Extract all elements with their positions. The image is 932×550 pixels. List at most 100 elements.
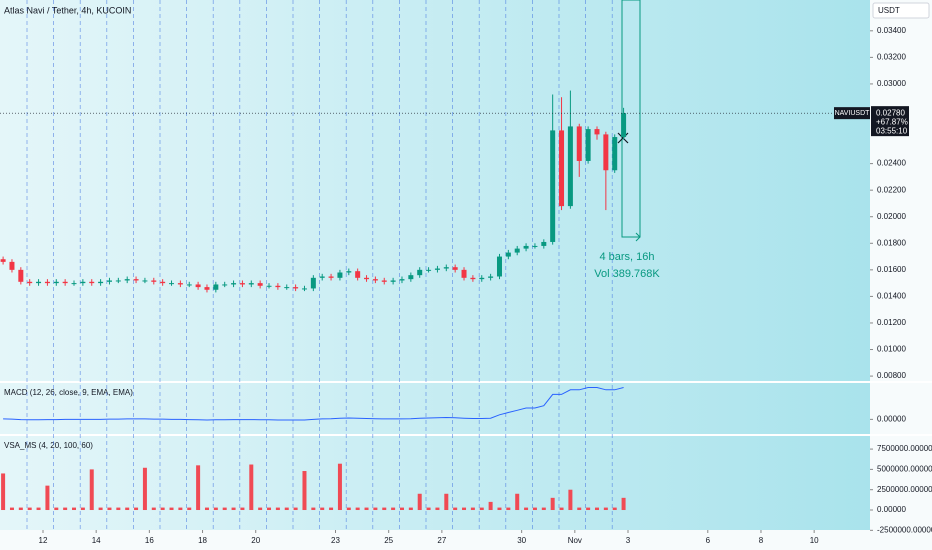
candle-body: [18, 269, 24, 282]
volume-bar: [302, 471, 307, 511]
volume-bar: [249, 464, 254, 511]
x-tick-label: 27: [437, 536, 446, 545]
candle-body: [310, 277, 316, 289]
volume-bar: [417, 493, 422, 511]
volume-bar: [346, 507, 351, 511]
volume-bar: [399, 507, 404, 511]
candle-body: [27, 281, 33, 284]
volume-bar: [355, 507, 360, 511]
volume-bar: [515, 493, 520, 511]
candle-body: [115, 280, 121, 282]
candle-body: [541, 241, 547, 246]
candle-body: [381, 280, 387, 282]
volume-bar: [275, 507, 280, 511]
x-tick-label: Nov: [568, 536, 582, 545]
volume-tick-label: 7500000.00000: [877, 444, 932, 453]
y-tick-label: 0.01000: [877, 345, 906, 354]
x-tick-label: 25: [384, 536, 393, 545]
measure-volume: Vol 389.768K: [594, 268, 660, 280]
volume-bar: [36, 507, 41, 511]
volume-bar: [594, 507, 599, 511]
volume-bar: [320, 507, 325, 511]
x-tick-label: 8: [759, 536, 764, 545]
volume-bar: [231, 507, 236, 511]
volume-bar: [453, 507, 458, 511]
candle-body: [213, 284, 219, 290]
candle-body: [355, 271, 361, 278]
candle-body: [337, 272, 343, 278]
candle-body: [98, 281, 104, 284]
volume-title: VSA_MS (4, 20, 100, 60): [4, 441, 93, 450]
cursor: [617, 132, 629, 144]
volume-bar: [222, 507, 227, 511]
candle-body: [257, 283, 263, 286]
x-tick-label: 10: [810, 536, 819, 545]
volume-bar: [426, 507, 431, 511]
volume-bar: [329, 507, 334, 511]
volume-bar: [80, 507, 85, 511]
candle-body: [284, 287, 290, 289]
candle-body: [106, 280, 112, 282]
candle-body: [80, 281, 86, 284]
y-tick-label: 0.02200: [877, 185, 906, 194]
x-tick-label: 20: [251, 536, 260, 545]
candle-body: [275, 285, 281, 288]
volume-bar: [462, 507, 467, 511]
x-tick-label: 6: [706, 536, 711, 545]
candle-body: [550, 130, 556, 242]
volume-tick-label: 0.00000: [877, 505, 906, 514]
candle-body: [160, 281, 166, 284]
volume-bar: [72, 507, 77, 511]
volume-bar: [311, 507, 316, 511]
symbol-label: NAVIUSDT: [835, 110, 871, 117]
candle-body: [470, 277, 476, 280]
volume-bar: [284, 507, 289, 511]
candle-body: [576, 126, 582, 161]
candle-body: [231, 283, 237, 285]
candle-body: [514, 248, 520, 253]
volume-bar: [612, 507, 617, 511]
symbol-box: [834, 107, 870, 120]
volume-bar: [240, 507, 245, 511]
candle-body: [479, 277, 485, 280]
volume-bar: [568, 489, 573, 511]
candle-body: [559, 130, 565, 207]
volume-bar: [559, 507, 564, 511]
y-tick-label: 0.01600: [877, 265, 906, 274]
candle-body: [204, 287, 210, 290]
candle-body: [319, 276, 325, 278]
candle-body: [248, 283, 254, 285]
macd-line: [3, 387, 624, 421]
candle-body: [532, 245, 538, 247]
x-tick-label: 30: [517, 536, 526, 545]
y-tick-label: 0.01400: [877, 292, 906, 301]
y-tick-label: 0.02000: [877, 212, 906, 221]
candle-body: [293, 287, 299, 289]
volume-bar: [134, 507, 139, 511]
volume-bar: [54, 507, 59, 511]
volume-bar: [550, 497, 555, 511]
volume-bar: [488, 501, 493, 511]
candle-body: [195, 284, 201, 288]
candle-body: [364, 277, 370, 280]
candle-body: [505, 252, 511, 257]
candle-body: [452, 267, 458, 270]
volume-bar: [125, 507, 130, 511]
volume-bar: [524, 507, 529, 511]
candle-body: [523, 245, 529, 249]
y-tick-label: 0.01200: [877, 318, 906, 327]
volume-bar: [178, 507, 183, 511]
volume-bar: [408, 507, 413, 511]
currency-box[interactable]: [872, 2, 930, 19]
volume-bar: [9, 507, 14, 511]
y-tick-label: 0.01800: [877, 238, 906, 247]
volume-bar: [116, 507, 121, 511]
candle-body: [124, 279, 130, 281]
candle-body: [621, 113, 627, 138]
candle-body: [151, 280, 157, 282]
chart-title: Atlas Navi / Tether, 4h, KUCOIN: [4, 5, 131, 15]
volume-bar: [89, 469, 94, 511]
change: +67.87%: [876, 117, 908, 126]
candle-body: [239, 283, 245, 285]
